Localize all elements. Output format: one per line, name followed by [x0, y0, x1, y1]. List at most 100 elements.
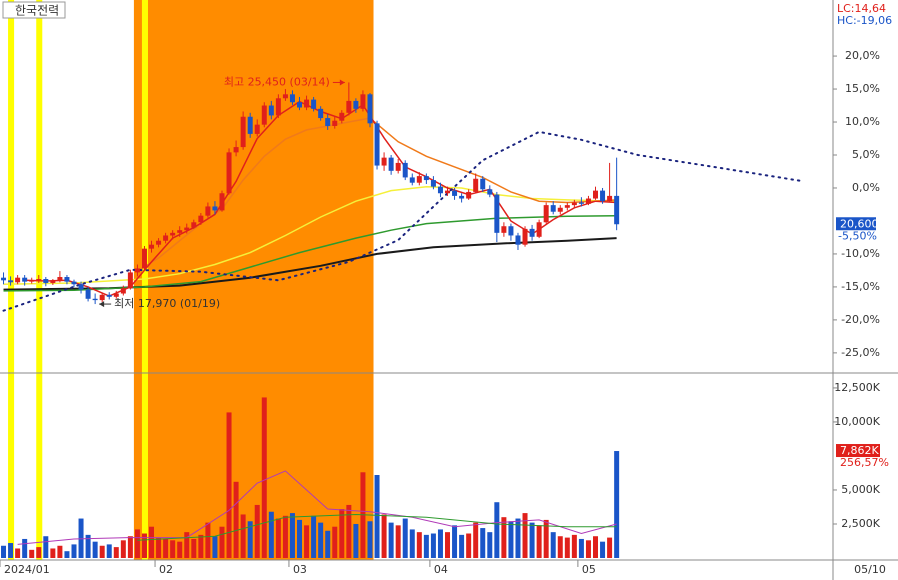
volume-bar — [141, 533, 147, 558]
candle-body — [1, 277, 7, 281]
candle-body — [416, 176, 422, 183]
volume-bar — [29, 549, 35, 558]
candle-body — [15, 277, 21, 283]
candle-body — [29, 280, 35, 282]
candle-body — [78, 284, 84, 290]
candle-body — [452, 190, 458, 196]
volume-bar — [233, 481, 239, 558]
volume-bar — [92, 541, 98, 558]
candle-body — [247, 116, 253, 134]
volume-bar — [191, 538, 197, 558]
volume-bar — [423, 534, 429, 558]
candle-body — [515, 235, 521, 245]
candle-body — [170, 232, 176, 236]
candle-body — [339, 112, 345, 121]
candle-body — [198, 215, 204, 223]
x-tick-label: 03 — [293, 563, 307, 576]
volume-bar — [437, 529, 443, 558]
volume-bar — [71, 544, 77, 558]
volume-bar — [318, 522, 324, 558]
x-tick-label: 05 — [582, 563, 596, 576]
candle-body — [423, 176, 429, 181]
candle-body — [120, 288, 126, 294]
volume-bar — [184, 532, 190, 558]
candle-body — [226, 152, 232, 194]
last-pct-label: -5,50% — [838, 229, 877, 242]
volume-bar — [43, 536, 49, 558]
volume-bar — [205, 522, 211, 558]
volume-bar — [297, 519, 303, 558]
volume-bar — [57, 545, 63, 558]
volume-bar — [346, 504, 352, 558]
y-tick-label: 12,500K — [834, 381, 880, 394]
volume-bar — [480, 528, 486, 558]
candle-body — [163, 235, 169, 241]
candle-body — [149, 244, 155, 249]
candle-body — [43, 279, 49, 283]
volume-bar — [522, 513, 528, 558]
volume-bar — [106, 544, 112, 558]
volume-bar — [8, 543, 14, 558]
last-price-label: 20,600 — [840, 217, 879, 230]
last-volume-label: 7,862K — [840, 444, 879, 457]
candle-body — [325, 118, 331, 126]
candle-body — [268, 105, 274, 116]
candle-body — [614, 195, 620, 225]
volume-bar — [177, 541, 183, 558]
candle-body — [311, 99, 317, 109]
y-tick-label: -20,0% — [841, 313, 880, 326]
candle-body — [395, 162, 401, 171]
volume-bar — [445, 532, 451, 558]
volume-bar — [550, 532, 556, 558]
candle-body — [254, 124, 260, 134]
volume-bar — [494, 502, 500, 558]
candle-body — [564, 205, 570, 208]
candle-body — [571, 202, 577, 206]
volume-bar — [226, 412, 232, 558]
y-tick-label: 10,0% — [845, 115, 880, 128]
candle-body — [557, 207, 563, 212]
volume-bar — [311, 515, 317, 558]
volume-bar — [543, 519, 549, 558]
candle-body — [304, 99, 310, 108]
ma-line — [137, 513, 617, 541]
x-tick-label: 04 — [434, 563, 448, 576]
candle-body — [297, 102, 303, 108]
volume-bar — [536, 525, 542, 558]
annotation-arrowhead — [99, 301, 105, 308]
candle-body — [578, 202, 584, 204]
volume-bar — [325, 530, 331, 558]
candle-body — [240, 116, 246, 148]
y-tick-label: 10,000K — [834, 415, 880, 428]
volume-bar — [515, 518, 521, 558]
candle-body — [106, 294, 112, 297]
candle-body — [141, 248, 147, 269]
x-tick-label: 2024/01 — [4, 563, 50, 576]
candle-body — [36, 279, 42, 281]
volume-bar — [374, 475, 380, 558]
candle-body — [409, 177, 415, 183]
candle-body — [494, 194, 500, 233]
hc-label: HC:-19,06 — [837, 14, 892, 27]
candle-body — [487, 189, 493, 195]
volume-bar — [99, 545, 105, 558]
volume-bar — [254, 504, 260, 558]
volume-bar — [219, 526, 225, 558]
candle-body — [332, 120, 338, 126]
candle-body — [374, 123, 380, 166]
volume-bar — [600, 541, 606, 558]
volume-bar — [409, 529, 415, 558]
candle-body — [607, 195, 613, 202]
volume-bar — [85, 534, 91, 558]
y-tick-label: -10,0% — [841, 247, 880, 260]
volume-bar — [268, 511, 274, 558]
volume-bar — [275, 518, 281, 558]
chart-title: 한국전력 — [15, 4, 59, 18]
volume-bar — [113, 547, 119, 558]
volume-bar — [459, 534, 465, 558]
volume-bar — [593, 536, 599, 558]
volume-bar — [332, 526, 338, 558]
candle-body — [134, 268, 140, 273]
y-tick-label: 0,0% — [852, 181, 880, 194]
